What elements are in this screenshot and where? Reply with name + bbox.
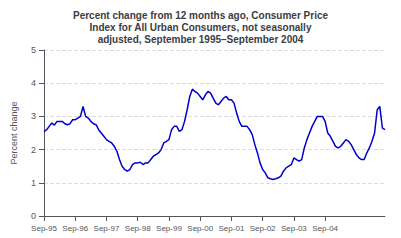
svg-text:Sep-95: Sep-95 xyxy=(31,224,57,233)
svg-text:Percent change: Percent change xyxy=(9,101,19,164)
svg-text:4: 4 xyxy=(31,78,36,88)
svg-text:Sep-00: Sep-00 xyxy=(187,224,213,233)
svg-text:1: 1 xyxy=(31,178,36,188)
svg-text:Sep-04: Sep-04 xyxy=(312,224,338,233)
svg-text:2: 2 xyxy=(31,145,36,155)
svg-text:Index for All Urban Consumers,: Index for All Urban Consumers, not seaso… xyxy=(90,22,312,33)
svg-text:Sep-96: Sep-96 xyxy=(62,224,88,233)
svg-text:Sep-01: Sep-01 xyxy=(219,224,245,233)
svg-text:3: 3 xyxy=(31,111,36,121)
svg-text:5: 5 xyxy=(31,45,36,55)
svg-text:adjusted, September 1995–Septe: adjusted, September 1995–September 2004 xyxy=(98,34,304,45)
svg-text:Sep-97: Sep-97 xyxy=(94,224,120,233)
svg-text:Sep-02: Sep-02 xyxy=(250,224,276,233)
svg-text:Percent change from 12 months: Percent change from 12 months ago, Consu… xyxy=(73,10,329,21)
svg-text:Sep-98: Sep-98 xyxy=(125,224,151,233)
svg-text:0: 0 xyxy=(31,211,36,221)
svg-text:Sep-03: Sep-03 xyxy=(281,224,307,233)
svg-text:Sep-99: Sep-99 xyxy=(156,224,182,233)
